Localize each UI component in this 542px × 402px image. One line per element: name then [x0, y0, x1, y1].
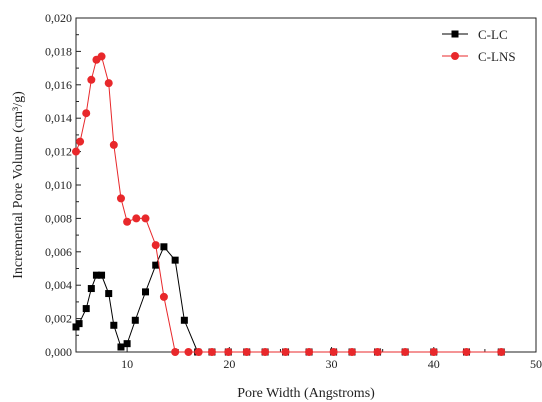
x-axis-title: Pore Width (Angstroms): [237, 386, 375, 401]
data-point: [329, 348, 338, 356]
data-point: [160, 243, 168, 251]
y-tick-label: 0,012: [45, 145, 72, 159]
data-point: [82, 109, 91, 118]
data-point: [92, 271, 100, 279]
data-point: [116, 194, 125, 203]
legend-label: C-LNS: [478, 49, 516, 64]
data-point: [82, 305, 90, 313]
y-tick-label: 0,014: [45, 111, 72, 125]
series-layer: [72, 52, 506, 356]
data-point: [429, 348, 438, 356]
y-axis-title: Incremental Pore Volume (cm³/g): [11, 91, 26, 279]
data-point: [75, 320, 83, 328]
x-tick-label: 30: [326, 357, 338, 371]
data-point: [462, 348, 471, 356]
legend-marker: [451, 52, 459, 60]
series-line: [75, 245, 502, 353]
data-point: [373, 348, 382, 356]
y-tick-label: 0,010: [45, 178, 72, 192]
data-point: [152, 261, 160, 269]
data-point: [76, 137, 85, 146]
y-tick-label: 0,008: [45, 211, 72, 225]
y-tick-label: 0,020: [45, 11, 72, 25]
data-point: [105, 290, 113, 298]
data-point: [97, 52, 106, 61]
data-point: [305, 348, 314, 356]
data-point: [72, 147, 80, 156]
data-point: [109, 140, 118, 149]
data-point: [123, 340, 131, 348]
y-tick-label: 0,002: [45, 312, 72, 326]
y-tick-label: 0,006: [45, 245, 72, 259]
legend-label: C-LC: [478, 27, 508, 42]
x-tick-label: 40: [428, 357, 440, 371]
data-point: [194, 348, 203, 356]
data-point: [348, 348, 356, 356]
data-point: [142, 288, 150, 296]
legend: C-LC C-LNS: [442, 27, 516, 64]
data-point: [184, 348, 193, 356]
y-tick-label: 0,000: [45, 345, 72, 359]
data-point: [171, 256, 179, 264]
legend-marker: [451, 30, 459, 38]
x-tick-label: 10: [121, 357, 133, 371]
y-tick-label: 0,004: [45, 278, 72, 292]
data-point: [110, 321, 118, 329]
data-point: [132, 214, 141, 223]
data-point: [87, 285, 95, 293]
data-point: [159, 292, 168, 301]
data-point: [171, 348, 180, 356]
data-point: [497, 348, 506, 356]
data-point: [151, 241, 160, 250]
series-c-lc: [72, 243, 505, 356]
data-point: [123, 217, 132, 226]
y-tick-label: 0,018: [45, 44, 72, 58]
data-point: [207, 348, 216, 356]
series-c-lns: [72, 52, 506, 356]
data-point: [141, 214, 150, 223]
data-point: [131, 316, 139, 324]
data-point: [98, 271, 106, 279]
data-point: [401, 348, 410, 356]
y-tick-label: 0,016: [45, 78, 72, 92]
data-point: [87, 75, 96, 84]
x-axis: 10 20 30 40 50: [75, 347, 542, 371]
data-point: [104, 79, 113, 88]
data-point: [242, 348, 251, 356]
x-tick-label: 50: [530, 357, 542, 371]
y-axis: 0,000 0,002 0,004 0,006 0,008 0,010 0,012 0,014…: [45, 11, 81, 359]
data-point: [180, 316, 188, 324]
data-point: [261, 348, 270, 356]
data-point: [224, 348, 233, 356]
x-tick-label: 20: [223, 357, 235, 371]
plot-frame: [75, 17, 537, 353]
data-point: [281, 348, 290, 356]
data-point: [117, 343, 125, 351]
